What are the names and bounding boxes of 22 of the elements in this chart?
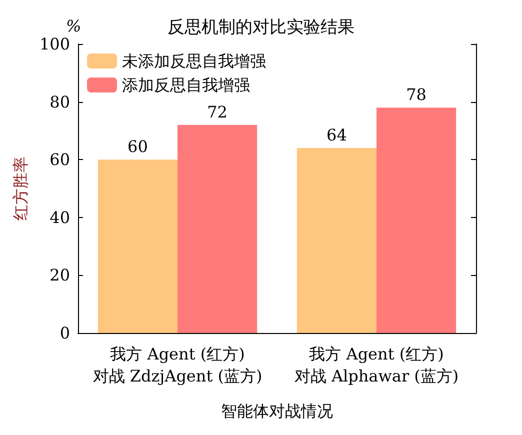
x-tick-label: 我方 Agent (红方) 对战 ZdzjAgent (蓝方) [92,344,262,386]
bar [296,148,376,333]
y-tick-label: 0 [60,324,70,342]
legend-label: 未添加反思自我增强 [122,52,266,70]
data-label: 60 [128,137,148,156]
data-label: 72 [207,102,228,122]
chart-title: 反思机制的对比实验结果 [168,18,354,38]
bar [98,160,178,333]
y-tick-label: 20 [50,266,70,285]
y-tick-label: 80 [50,92,70,112]
legend-label: 添加反思自我增强 [122,76,250,94]
y-tick-label: 60 [50,150,70,170]
bar [178,124,258,333]
y-tick-label: 40 [50,208,70,227]
text: % [66,16,82,36]
data-label: 78 [406,85,426,104]
y-axis-title: 红方胜率 [11,156,30,220]
data-label: 64 [326,126,347,145]
bar [376,108,456,333]
y-tick-label: 100 [39,34,70,54]
x-axis-title: 智能体对战情况 [221,402,333,420]
x-tick-label: 我方 Agent (红方) 对战 Alphawar (蓝方) [294,344,459,386]
